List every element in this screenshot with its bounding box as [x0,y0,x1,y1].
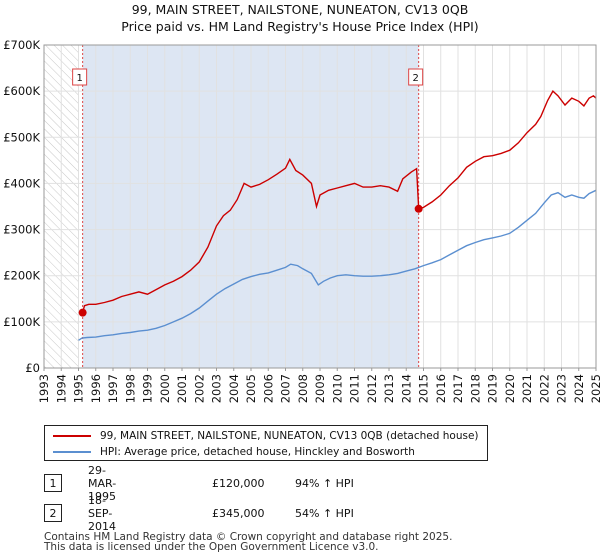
chart-subtitle: Price paid vs. HM Land Registry's House … [121,19,479,34]
price-chart: 1 2 £0 £100K £200K £300K £400K £500K £600K £700K 1… [3,38,600,403]
x-tick-label-2007: 2007 [279,374,293,403]
x-tick-label-2011: 2011 [348,374,362,403]
chart-legend: 99, MAIN STREET, NAILSTONE, NUNEATON, CV… [44,425,488,461]
sale-point-1 [78,308,87,317]
sale-price-2: £345,000 [212,506,265,520]
x-tick-label-1998: 1998 [123,374,137,403]
x-tick-label-2017: 2017 [451,374,465,403]
y-tick-label-300000: £300K [3,223,40,237]
x-tick-label-2000: 2000 [158,374,172,403]
x-tick-label-2023: 2023 [555,374,569,403]
sale-date-2: 18-SEP-2014 [88,493,116,533]
x-tick-label-2018: 2018 [468,374,482,403]
x-tick-label-1999: 1999 [141,374,155,403]
y-tick-label-400000: £400K [3,176,40,190]
x-tick-label-2006: 2006 [261,374,275,403]
x-tick-label-2015: 2015 [417,374,431,403]
x-tick-label-2024: 2024 [572,374,586,403]
sale-marker-label-2: 2 [412,73,418,84]
sale-hpi-1: 94% ↑ HPI [295,476,354,490]
x-tick-label-2022: 2022 [537,374,551,403]
x-tick-label-2020: 2020 [503,374,517,403]
x-tick-label-1995: 1995 [72,374,86,403]
legend-label-hpi: HPI: Average price, detached house, Hinc… [100,446,415,458]
x-tick-label-1996: 1996 [89,374,103,403]
sale-point-2 [414,204,423,213]
x-tick-label-2009: 2009 [313,374,327,403]
x-tick-label-1994: 1994 [54,374,68,403]
chart-title: 99, MAIN STREET, NAILSTONE, NUNEATON, CV… [131,2,469,17]
footer-copyright: Contains HM Land Registry data © Crown c… [44,531,453,543]
sale-row-2: 2 18-SEP-2014 £345,000 54% ↑ HPI [44,494,354,533]
sale-marker-label-1: 1 [76,73,82,84]
sale-marker-box-1 [72,68,88,86]
x-tick-label-2019: 2019 [486,374,500,403]
x-tick-label-2002: 2002 [192,374,206,403]
y-tick-label-700000: £700K [3,38,40,52]
x-tick-label-2025: 2025 [589,374,600,403]
legend-swatch-hpi [53,451,91,453]
property-price-line [81,89,596,313]
x-tick-label-1993: 1993 [37,374,51,403]
x-tick-label-2014: 2014 [399,374,413,403]
x-tick-label-2016: 2016 [434,374,448,403]
y-tick-label-500000: £500K [3,130,40,144]
sale-date-1: 29-MAR-1995 [88,463,117,503]
sale-marker-box-2 [408,68,424,86]
y-tick-label-100000: £100K [3,315,40,329]
sale-hpi-2: 54% ↑ HPI [295,506,354,520]
x-tick-label-2008: 2008 [296,374,310,403]
x-tick-label-2005: 2005 [244,374,258,403]
legend-swatch-property [53,435,91,437]
sale-marker-badge-1: 1 [44,474,62,492]
y-tick-label-200000: £200K [3,269,40,283]
legend-item-property: 99, MAIN STREET, NAILSTONE, NUNEATON, CV… [53,428,479,444]
x-tick-label-2004: 2004 [227,374,241,403]
x-tick-label-2001: 2001 [175,374,189,403]
sale-price-1: £120,000 [212,476,265,490]
sale-row-1: 1 29-MAR-1995 £120,000 94% ↑ HPI [44,464,354,503]
footer-licence: This data is licensed under the Open Gov… [44,541,379,553]
y-tick-label-0: £0 [25,361,40,375]
x-tick-label-2003: 2003 [210,374,224,403]
x-tick-label-1997: 1997 [106,374,120,403]
sale-marker-2: 2 [408,68,424,86]
x-tick-label-2012: 2012 [365,374,379,403]
x-tick-label-2010: 2010 [330,374,344,403]
sale-marker-badge-2: 2 [44,504,62,522]
hpi-line [78,189,596,341]
x-tick-label-2013: 2013 [382,374,396,403]
x-tick-label-2021: 2021 [520,374,534,403]
legend-label-property: 99, MAIN STREET, NAILSTONE, NUNEATON, CV… [100,430,479,442]
sale-marker-1: 1 [72,68,88,86]
legend-item-hpi: HPI: Average price, detached house, Hinc… [53,444,415,460]
y-tick-label-600000: £600K [3,84,40,98]
